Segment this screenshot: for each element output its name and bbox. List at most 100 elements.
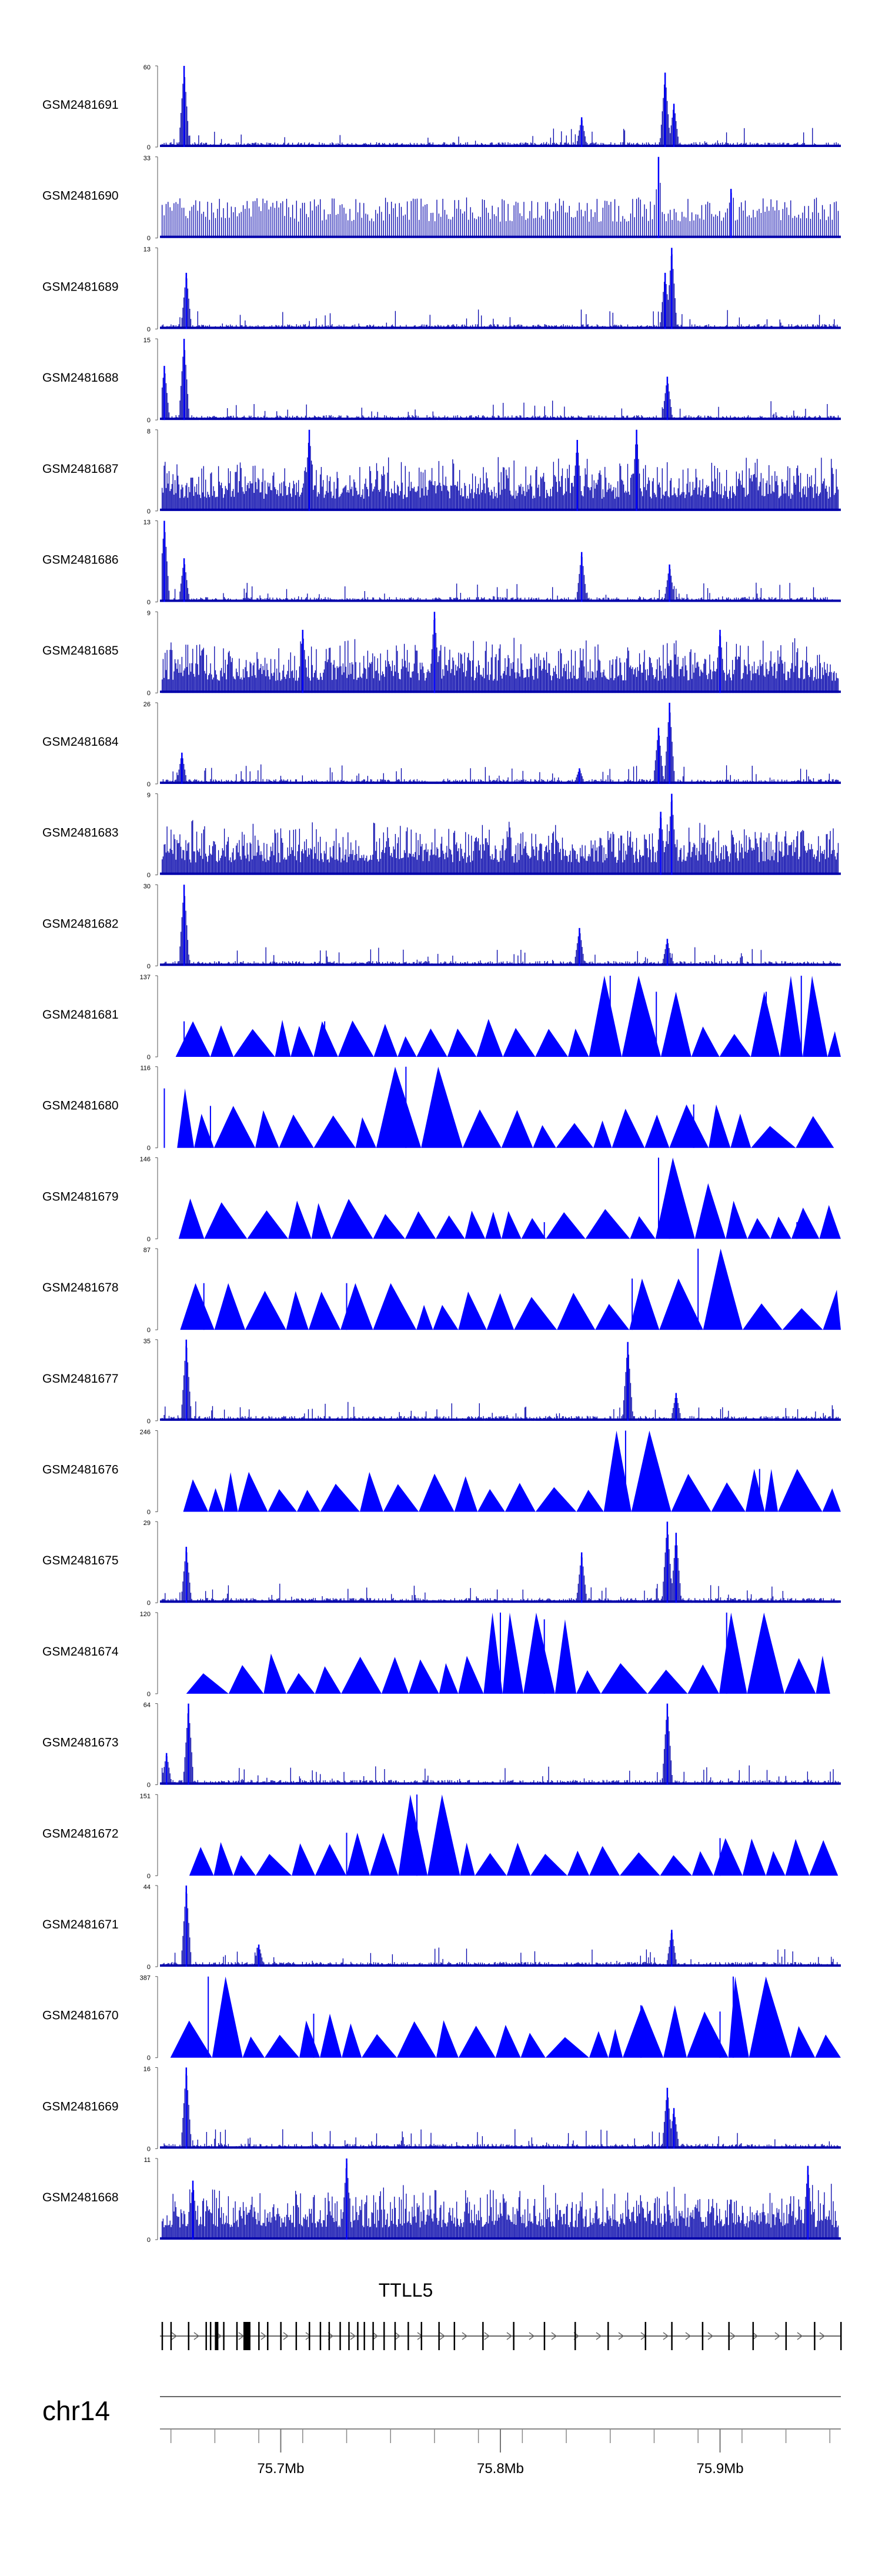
track-gsm2481675: GSM2481675 29 0 <box>42 1520 841 1607</box>
gene-label: TTLL5 <box>379 2280 433 2301</box>
y-zero-label: 0 <box>147 872 151 879</box>
track-gsm2481668: GSM2481668 11 0 <box>42 2157 841 2244</box>
exon-1 <box>170 2322 172 2350</box>
signal-baseline <box>160 2237 841 2240</box>
strand-arrow <box>350 2332 356 2340</box>
signal-area <box>160 1157 841 1239</box>
y-max-label: 60 <box>143 64 151 71</box>
strand-arrow <box>819 2332 826 2340</box>
strand-arrow <box>551 2332 557 2340</box>
signal-bars <box>162 887 839 966</box>
track-label: GSM2481687 <box>42 462 119 476</box>
track-label: GSM2481669 <box>42 2100 119 2113</box>
strand-arrow <box>372 2332 379 2340</box>
y-max-label: 8 <box>147 428 151 435</box>
exon-27 <box>543 2322 546 2350</box>
strand-arrow <box>618 2332 624 2340</box>
signal-area <box>160 1430 841 1512</box>
exon-20 <box>394 2322 396 2350</box>
exon-31 <box>671 2322 673 2350</box>
x-tick-label: 75.8Mb <box>477 2461 524 2477</box>
track-label: GSM2481684 <box>42 735 119 749</box>
track-label: GSM2481680 <box>42 1099 119 1113</box>
track-label: GSM2481677 <box>42 1372 119 1386</box>
track-label: GSM2481683 <box>42 826 119 840</box>
signal-area <box>160 1249 841 1330</box>
exon-wide-2 <box>215 2322 219 2350</box>
track-label: GSM2481688 <box>42 371 119 385</box>
exon-14 <box>339 2322 341 2350</box>
y-max-label: 146 <box>140 1156 151 1163</box>
strand-arrow <box>752 2332 759 2340</box>
exon-7 <box>258 2322 260 2350</box>
signal-baseline <box>160 781 841 784</box>
track-gsm2481669: GSM2481669 16 0 <box>42 2066 841 2153</box>
exon-19 <box>383 2322 385 2350</box>
y-max-label: 35 <box>143 1338 151 1345</box>
signal-bars <box>162 800 839 875</box>
signal-baseline <box>160 1418 841 1421</box>
exon-33 <box>728 2322 730 2350</box>
signal-tracks: GSM2481691600GSM2481690330GSM2481689130G… <box>42 64 841 2244</box>
signal-bars <box>162 429 839 511</box>
y-max-label: 13 <box>143 246 151 253</box>
exon-8 <box>267 2322 269 2350</box>
exon-11 <box>309 2322 310 2350</box>
track-gsm2481676: GSM2481676 246 0 <box>42 1429 841 1516</box>
track-label: GSM2481682 <box>42 917 119 930</box>
signal-baseline <box>160 418 841 421</box>
track-label: GSM2481675 <box>42 1554 119 1567</box>
exon-32 <box>701 2322 704 2350</box>
x-tick-label: 75.9Mb <box>697 2461 744 2477</box>
signal-baseline <box>160 1600 841 1603</box>
track-gsm2481678: GSM2481678 87 0 <box>42 1247 841 1334</box>
track-label: GSM2481670 <box>42 2009 119 2023</box>
signal-baseline <box>160 235 841 238</box>
y-zero-label: 0 <box>147 2145 151 2153</box>
track-gsm2481687: GSM2481687 8 0 <box>42 428 841 515</box>
exon-9 <box>280 2322 282 2350</box>
exon-18 <box>372 2322 374 2350</box>
y-zero-label: 0 <box>147 508 151 515</box>
y-zero-label: 0 <box>147 1782 151 1789</box>
strand-arrow <box>663 2332 669 2340</box>
strand-arrow <box>439 2332 446 2340</box>
y-max-label: 30 <box>143 883 151 890</box>
strand-arrow <box>707 2332 714 2340</box>
exon-15 <box>348 2322 350 2350</box>
exon-26 <box>513 2322 514 2350</box>
track-gsm2481686: GSM2481686 13 0 <box>42 519 841 606</box>
signal-baseline <box>160 872 841 875</box>
y-zero-label: 0 <box>147 690 151 697</box>
exon-wide <box>243 2322 250 2350</box>
exon-13 <box>328 2322 330 2350</box>
y-max-label: 151 <box>140 1793 151 1800</box>
signal-bars <box>162 2074 839 2149</box>
y-max-label: 64 <box>143 1702 151 1709</box>
track-gsm2481673: GSM2481673 64 0 <box>42 1702 841 1789</box>
signal-area <box>160 1066 834 1148</box>
y-max-label: 246 <box>140 1429 151 1436</box>
y-max-label: 15 <box>143 337 151 344</box>
y-max-label: 9 <box>147 792 151 799</box>
y-max-label: 120 <box>140 1611 151 1618</box>
y-zero-label: 0 <box>147 781 151 788</box>
exon-21 <box>407 2322 409 2350</box>
strand-arrow <box>774 2332 781 2340</box>
gene-model <box>160 2322 842 2350</box>
exon-23 <box>438 2322 440 2350</box>
signal-area <box>160 1612 830 1694</box>
exon-5 <box>223 2322 225 2350</box>
signal-bars <box>162 69 839 147</box>
y-max-label: 29 <box>143 1520 151 1527</box>
signal-bars <box>162 2163 839 2240</box>
strand-arrow <box>260 2332 267 2340</box>
y-zero-label: 0 <box>147 963 151 970</box>
exon-30 <box>644 2322 647 2350</box>
signal-baseline <box>160 145 841 147</box>
y-zero-label: 0 <box>147 2237 151 2244</box>
signal-baseline <box>160 1782 841 1785</box>
track-label: GSM2481674 <box>42 1645 119 1659</box>
track-gsm2481690: GSM2481690 33 0 <box>42 155 841 242</box>
track-gsm2481681: GSM2481681 137 0 <box>42 974 841 1061</box>
